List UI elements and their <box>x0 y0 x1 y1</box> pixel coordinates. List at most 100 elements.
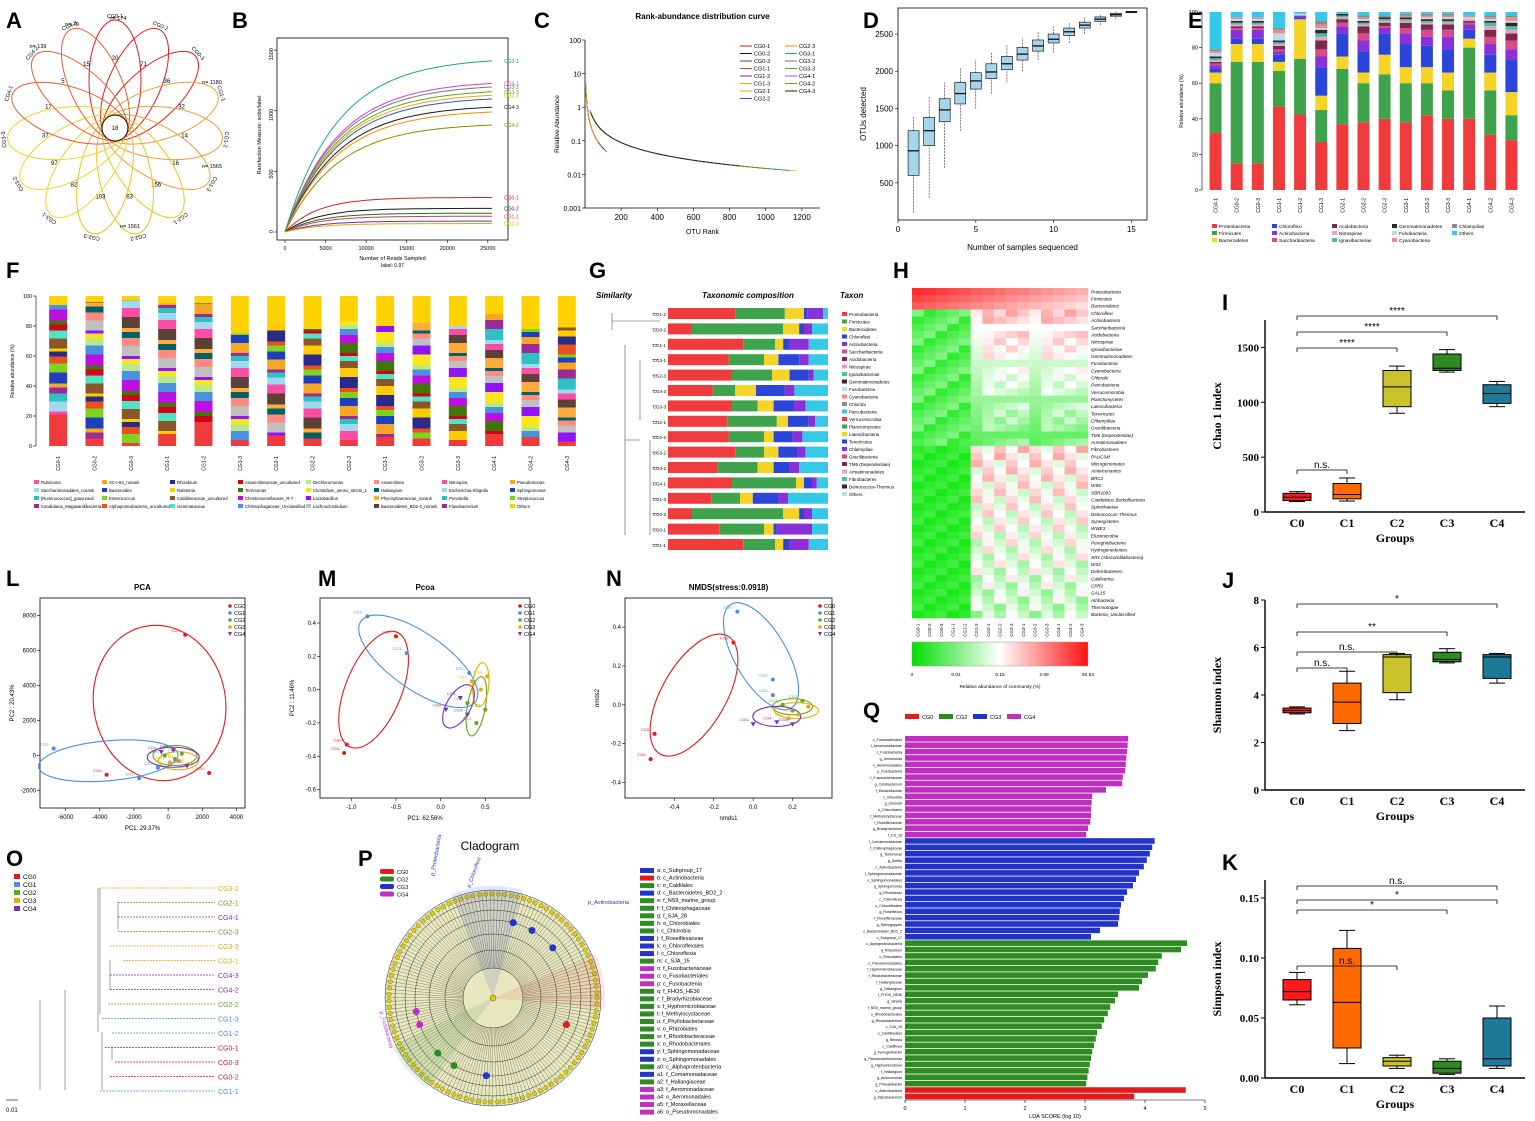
bar-segment-Gemmatimonadetes <box>1230 20 1243 23</box>
bar-segment-Cyanobacteria <box>1463 15 1476 18</box>
legend-label: CG2 <box>397 878 408 884</box>
heatmap-cell <box>923 331 936 339</box>
clade-node <box>554 913 560 919</box>
panel-label-B: B <box>232 8 248 33</box>
heatmap-cell <box>1029 467 1042 475</box>
clade-node <box>563 1069 569 1075</box>
heatmap-cell <box>912 395 925 404</box>
heatmap-cell <box>970 603 983 612</box>
bar-segment <box>230 377 249 388</box>
bar-segment <box>267 351 286 360</box>
bar-segment <box>412 417 431 429</box>
bar-segment-Acidobacteria <box>1505 33 1518 41</box>
bar-segment-Ignavibacteriae <box>1209 58 1222 61</box>
bar-segment <box>85 408 104 418</box>
bar-segment <box>376 332 395 343</box>
legend-label: Chitinophagaceae_Unclassified <box>245 504 306 509</box>
clade-spoke <box>510 910 557 974</box>
heatmap-cell <box>947 295 960 303</box>
heatmap-cell <box>1029 431 1042 439</box>
bar-segment-Fusobacteria <box>1230 19 1243 21</box>
x-tick-label: 0.0 <box>749 805 758 811</box>
heatmap-cell <box>1064 366 1077 375</box>
bar-segment-Fusobacteria <box>1209 52 1222 57</box>
bar-segment <box>267 345 286 352</box>
point-CG3 <box>167 760 172 765</box>
x-tick-label: 5000 <box>319 246 331 252</box>
clade-spoke <box>498 1027 514 1105</box>
bar-segment-Actinobacteria <box>1420 36 1433 46</box>
heatmap-cell <box>1005 381 1018 389</box>
end-label: CG0-1 <box>504 196 519 202</box>
heatmap-cell <box>1005 524 1018 533</box>
heatmap-cell <box>970 359 983 368</box>
heatmap-cell <box>982 402 995 411</box>
x-tick-label: C0 <box>1290 1082 1305 1096</box>
clade-node <box>589 1026 595 1032</box>
heatmap-cell <box>970 467 983 475</box>
heatmap-cell <box>1029 395 1042 404</box>
heatmap-cell <box>935 453 948 461</box>
x-tick-label: 0 <box>896 225 901 234</box>
heatmap-cell <box>1064 453 1077 461</box>
point-label: CG0- <box>720 636 730 641</box>
y-tick-label: 0 <box>33 754 37 760</box>
heatmap-cell <box>1017 402 1030 411</box>
bar-segment-Bacteroidetes <box>1251 44 1264 62</box>
bar-segment <box>121 308 140 317</box>
clade-node <box>559 917 565 923</box>
x-tick-label: CG3-2 <box>1425 198 1431 213</box>
taxon-swatch <box>640 1102 654 1108</box>
point-CG0 <box>648 757 653 762</box>
legend-swatch <box>1007 714 1021 719</box>
heatmap-cell <box>1064 596 1077 604</box>
bar-segment-Others <box>812 508 828 520</box>
y-axis-label: OTUs detected <box>859 87 868 141</box>
taxon-label: d: c_Bacteroidetes_BD2_2 <box>657 891 722 897</box>
clade-spoke <box>509 1023 552 1089</box>
legend-label: CG4 <box>397 893 408 899</box>
bar-segment <box>121 371 140 380</box>
heatmap-cell <box>1017 309 1030 317</box>
clade-node <box>420 918 426 924</box>
point-CG1 <box>365 614 370 619</box>
heatmap-cell <box>1017 553 1030 561</box>
heatmap-cell <box>1041 302 1054 310</box>
legend-label: CG0 <box>234 604 245 610</box>
heatmap-cell <box>982 474 995 482</box>
point-label: CG2- <box>161 752 171 757</box>
heatmap-cell <box>1029 560 1042 569</box>
bar-segment <box>412 338 431 346</box>
lda-bar-label: f_Aeromonadaceae <box>871 744 902 748</box>
legend-swatch <box>510 480 515 484</box>
lda-bar-label: g_Haliangium <box>880 987 902 991</box>
taxon-label: c: o_Caldilales <box>657 883 693 889</box>
bar-segment <box>412 401 431 409</box>
heatmap-cell <box>912 546 925 554</box>
clade-spoke <box>407 931 470 980</box>
lda-bar-CG3 <box>905 908 1120 915</box>
heatmap-cell <box>1052 295 1065 303</box>
heatmap-cell <box>994 302 1007 310</box>
heatmap-cell <box>1017 517 1030 526</box>
clade-spoke <box>431 909 477 974</box>
heatmap-cell <box>923 488 936 497</box>
clade-node <box>394 955 400 960</box>
lda-bar-label: f_Roseiflexaceae <box>874 917 902 921</box>
bar-segment <box>485 403 504 407</box>
column-label: CG0-1 <box>915 623 920 637</box>
lda-bar-label: g_Sphingomonas <box>874 885 902 889</box>
row-label: Candidatus Berkelbacteria <box>1091 497 1145 502</box>
heatmap-cell <box>1076 323 1089 332</box>
heatmap-cell <box>982 582 995 590</box>
heatmap-cell <box>912 431 925 439</box>
taxon-label: i: c_Chlorobia <box>657 928 692 934</box>
legend-swatch <box>238 496 243 500</box>
row-label: Latescibacteria <box>1091 404 1122 409</box>
clade-spoke <box>522 1001 601 1011</box>
bar-segment <box>485 296 504 314</box>
heatmap-cell <box>935 352 948 361</box>
clade-spoke <box>520 951 591 986</box>
row-label: GAL15 <box>1091 591 1106 596</box>
heatmap-cell <box>912 374 925 382</box>
